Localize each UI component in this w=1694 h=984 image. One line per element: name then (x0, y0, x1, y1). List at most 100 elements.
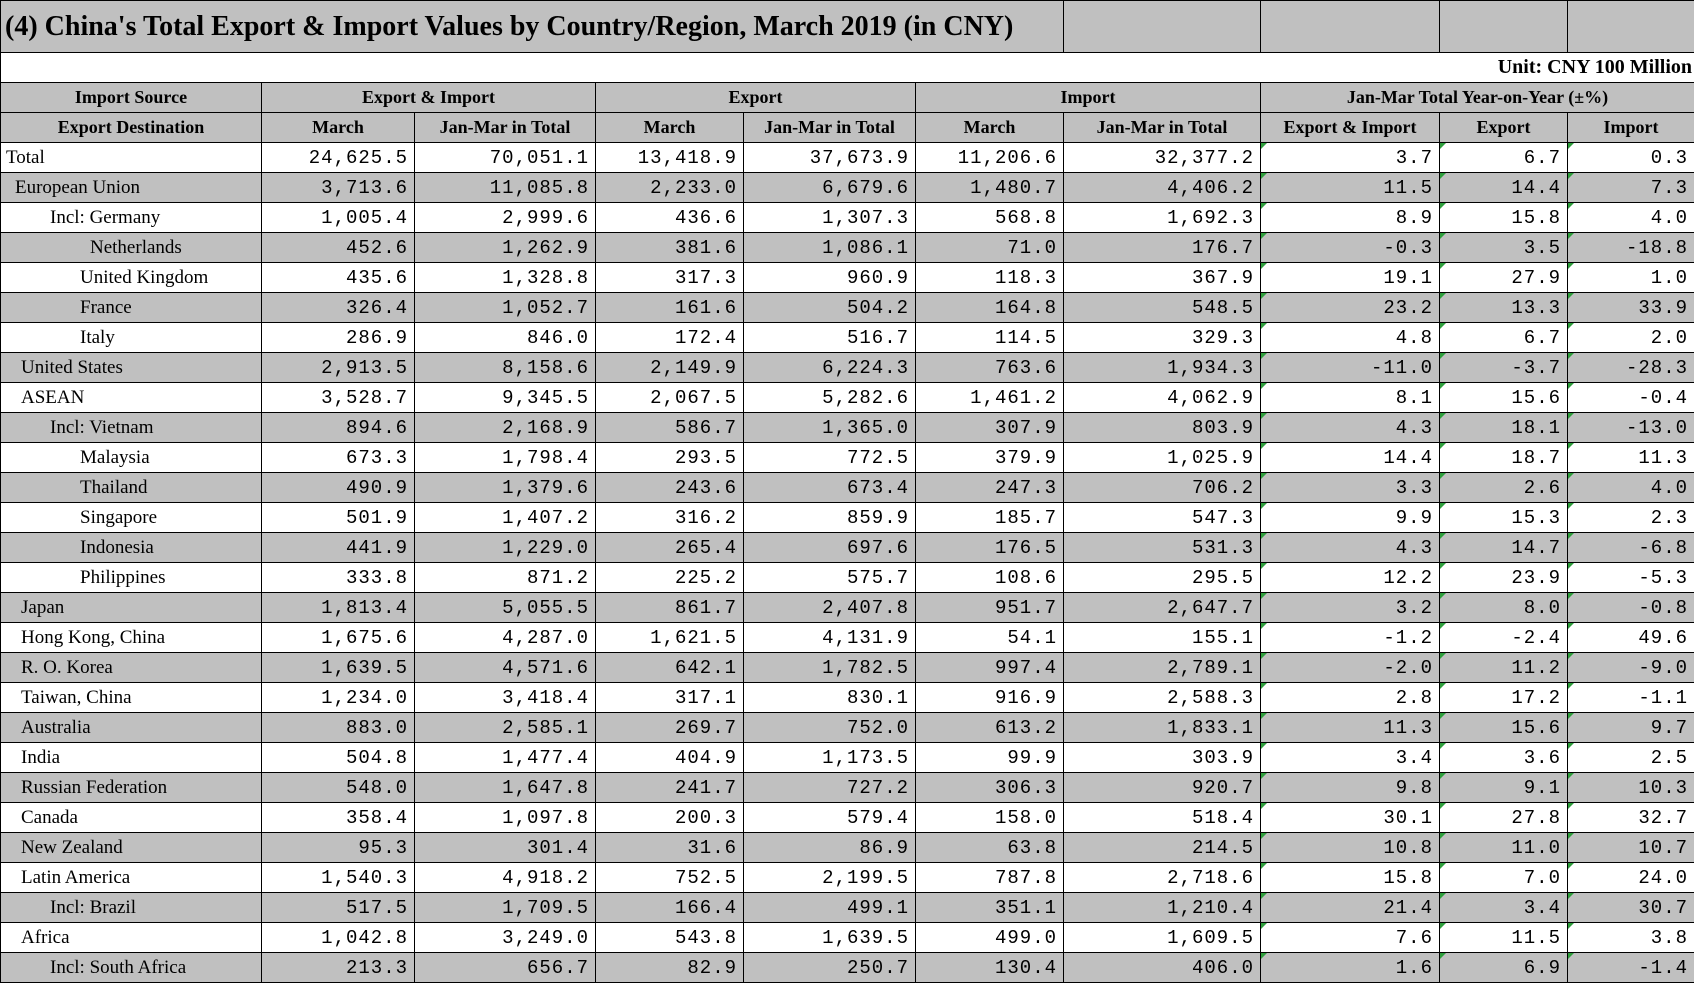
value-cell: 6,679.6 (743, 172, 916, 203)
value-cell: 9.1 (1439, 772, 1568, 803)
value-cell: 14.4 (1439, 172, 1568, 203)
empty-cell (1260, 0, 1440, 53)
value-cell: 293.5 (595, 442, 744, 473)
value-cell: -2.0 (1260, 652, 1440, 683)
value-cell: -2.4 (1439, 622, 1568, 653)
value-cell: 579.4 (743, 802, 916, 833)
value-cell: 166.4 (595, 892, 744, 923)
value-cell: 504.8 (261, 742, 415, 773)
value-cell: 575.7 (743, 562, 916, 593)
value-cell: 4,131.9 (743, 622, 916, 653)
value-cell: 2,999.6 (414, 202, 596, 233)
value-cell: 95.3 (261, 832, 415, 863)
value-cell: 697.6 (743, 532, 916, 563)
value-cell: 1,639.5 (743, 922, 916, 953)
data-row: European Union 3,713.6 11,085.8 2,233.0 6,67… (0, 172, 1694, 203)
value-cell: 803.9 (1063, 412, 1261, 443)
value-cell: 1,234.0 (261, 682, 415, 713)
region-name: Africa (0, 922, 262, 953)
value-cell: 1,005.4 (261, 202, 415, 233)
header-cell: Export & Import (261, 82, 596, 113)
value-cell: 1,647.8 (414, 772, 596, 803)
value-cell: 130.4 (915, 952, 1064, 983)
value-cell: -18.8 (1567, 232, 1694, 263)
value-cell: 1,086.1 (743, 232, 916, 263)
value-cell: -13.0 (1567, 412, 1694, 443)
value-cell: 3,418.4 (414, 682, 596, 713)
value-cell: 11,206.6 (915, 142, 1064, 173)
value-cell: 6.7 (1439, 322, 1568, 353)
value-cell: 6.7 (1439, 142, 1568, 173)
value-cell: 452.6 (261, 232, 415, 263)
value-cell: 1,934.3 (1063, 352, 1261, 383)
value-cell: 316.2 (595, 502, 744, 533)
value-cell: 3,713.6 (261, 172, 415, 203)
value-cell: 9.7 (1567, 712, 1694, 743)
data-row: France 326.4 1,052.7 161.6 504.2 164.8 548.5 23… (0, 292, 1694, 323)
value-cell: 1,798.4 (414, 442, 596, 473)
value-cell: 23.2 (1260, 292, 1440, 323)
value-cell: 1,407.2 (414, 502, 596, 533)
value-cell: 0.3 (1567, 142, 1694, 173)
value-cell: 1,692.3 (1063, 202, 1261, 233)
value-cell: 70,051.1 (414, 142, 596, 173)
value-cell: 14.7 (1439, 532, 1568, 563)
value-cell: 859.9 (743, 502, 916, 533)
header-cell: March (915, 112, 1064, 143)
value-cell: 499.1 (743, 892, 916, 923)
value-cell: 3,249.0 (414, 922, 596, 953)
region-name: Canada (0, 802, 262, 833)
value-cell: 161.6 (595, 292, 744, 323)
value-cell: 250.7 (743, 952, 916, 983)
value-cell: 49.6 (1567, 622, 1694, 653)
region-name: Latin America (0, 862, 262, 893)
value-cell: 63.8 (915, 832, 1064, 863)
value-cell: 303.9 (1063, 742, 1261, 773)
value-cell: 15.6 (1439, 712, 1568, 743)
data-row: Incl: South Africa 213.3 656.7 82.9 250.7 130… (0, 952, 1694, 983)
value-cell: 871.2 (414, 562, 596, 593)
value-cell: 3.8 (1567, 922, 1694, 953)
value-cell: 673.4 (743, 472, 916, 503)
value-cell: 333.8 (261, 562, 415, 593)
header-row: Import Source Export & Import Export Import… (0, 82, 1694, 113)
value-cell: 214.5 (1063, 832, 1261, 863)
header-cell: Export & Import (1260, 112, 1440, 143)
value-cell: 6,224.3 (743, 352, 916, 383)
value-cell: 351.1 (915, 892, 1064, 923)
value-cell: 225.2 (595, 562, 744, 593)
value-cell: 752.5 (595, 862, 744, 893)
value-cell: 358.4 (261, 802, 415, 833)
value-cell: 2,067.5 (595, 382, 744, 413)
value-cell: 326.4 (261, 292, 415, 323)
value-cell: 176.5 (915, 532, 1064, 563)
region-name: R. O. Korea (0, 652, 262, 683)
region-name: Incl: Brazil (0, 892, 262, 923)
value-cell: 155.1 (1063, 622, 1261, 653)
value-cell: 548.0 (261, 772, 415, 803)
value-cell: 2.3 (1567, 502, 1694, 533)
data-row: Total 24,625.5 70,051.1 13,418.9 37,673.9 11,… (0, 142, 1694, 173)
value-cell: 17.2 (1439, 682, 1568, 713)
value-cell: 381.6 (595, 232, 744, 263)
value-cell: 517.5 (261, 892, 415, 923)
data-row: Canada 358.4 1,097.8 200.3 579.4 158.0 518.4 30… (0, 802, 1694, 833)
value-cell: 1,262.9 (414, 232, 596, 263)
value-cell: 1,210.4 (1063, 892, 1261, 923)
value-cell: 406.0 (1063, 952, 1261, 983)
value-cell: 2,407.8 (743, 592, 916, 623)
data-row: Malaysia 673.3 1,798.4 293.5 772.5 379.9 1,025… (0, 442, 1694, 473)
region-name: India (0, 742, 262, 773)
value-cell: -28.3 (1567, 352, 1694, 383)
data-row: Thailand 490.9 1,379.6 243.6 673.4 247.3 706.2… (0, 472, 1694, 503)
data-row: United Kingdom 435.6 1,328.8 317.3 960.9 118.… (0, 262, 1694, 293)
region-name: European Union (0, 172, 262, 203)
data-row: Hong Kong, China 1,675.6 4,287.0 1,621.5 4,1… (0, 622, 1694, 653)
value-cell: 33.9 (1567, 292, 1694, 323)
value-cell: 1,675.6 (261, 622, 415, 653)
value-cell: 1,052.7 (414, 292, 596, 323)
value-cell: 8.1 (1260, 382, 1440, 413)
value-cell: 4,062.9 (1063, 382, 1261, 413)
region-name: Netherlands (0, 232, 262, 263)
